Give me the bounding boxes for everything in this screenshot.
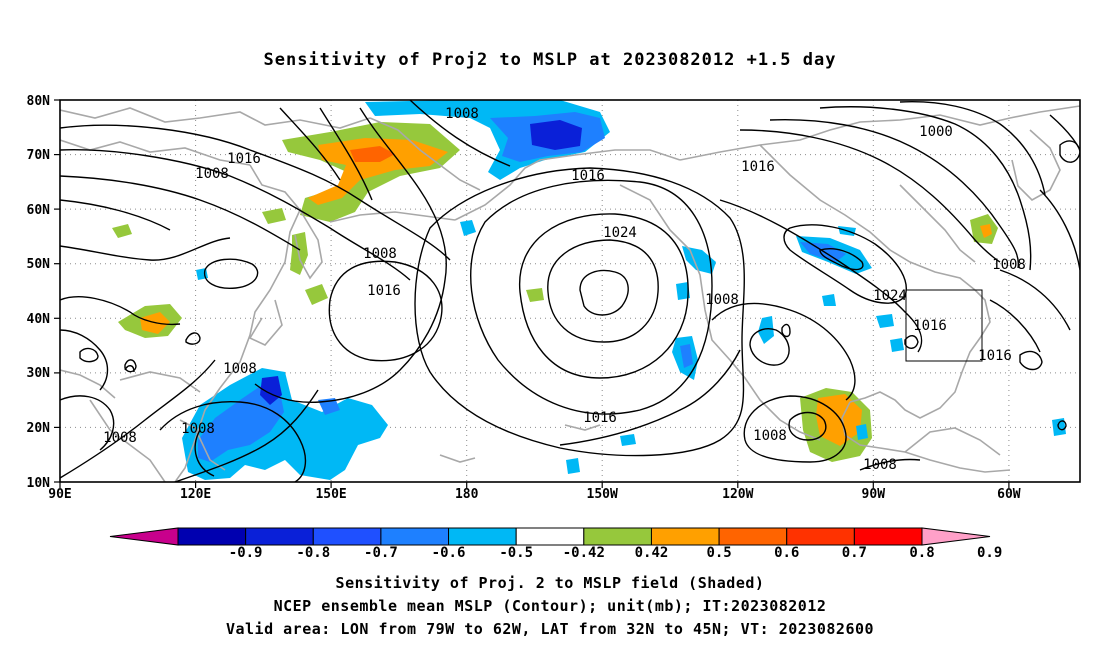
contour-label: 1008 [181,421,215,437]
lat-tick-label: 30N [27,366,51,381]
contour-label: 1008 [103,430,137,446]
contour-label: 1008 [705,292,739,308]
shade-blue-westpac [198,385,284,462]
colorbar-swatch [312,527,382,546]
shade-light-blue-westpac [182,368,388,480]
lat-tick-label: 40N [27,312,51,327]
contour-label: 1016 [227,151,261,167]
contour-label: 1008 [363,246,397,262]
colorbar-swatch [245,527,314,546]
caption-contours: NCEP ensemble mean MSLP (Contour); unit(… [273,597,827,615]
map-title: Sensitivity of Proj2 to MSLP at 20230820… [263,50,837,70]
contour-label: 1008 [992,257,1026,273]
lon-tick-label: 90W [862,487,886,502]
colorbar: -0.9 -0.8 -0.7 -0.6 -0.5 -0.42 0.42 0.5 0.6 0.7 0.… [109,527,1002,561]
caption-shading: Sensitivity of Proj. 2 to MSLP field (Sh… [335,574,765,592]
colorbar-swatch [177,527,247,546]
lon-tick-label: 150W [587,487,618,502]
shade-green-small-1 [112,224,132,238]
contour-label: 1008 [223,361,257,377]
lat-tick-label: 80N [27,94,51,109]
shade-dark-blue-westpac [260,376,282,405]
contour-labels: 1008 1000 1016 1016 1008 1016 1024 1008 … [103,106,1026,473]
lat-tick-label: 60N [27,203,51,218]
lon-tick-label: 150E [315,487,346,502]
contour-label: 1008 [863,457,897,473]
colorbar-label: 0.6 [774,545,799,561]
contour-label: 1008 [195,166,229,182]
shade-light-blue-atl-1 [758,316,774,344]
colorbar-arrow-low [109,527,179,546]
contour-label: 1008 [445,106,479,122]
shade-green-small-3 [526,288,544,302]
contour-label: 1000 [919,124,953,140]
shade-light-blue-small-c [620,434,636,446]
caption-valid-area: Valid area: LON from 79W to 62W, LAT fro… [225,620,875,638]
shade-light-blue-small-e [856,424,868,440]
colorbar-label: -0.5 [499,545,533,561]
colorbar-arrow-high [921,527,991,546]
contour-label: 1016 [913,318,947,334]
colorbar-swatch [583,527,652,546]
shade-redorange-alaska [350,146,395,162]
contour-label: 1016 [741,159,775,175]
colorbar-label: -0.6 [432,545,466,561]
colorbar-swatch [380,527,450,546]
contour-label: 1016 [583,410,617,426]
shade-blue-hawaii [680,344,693,368]
colorbar-swatch [650,527,720,546]
shade-dark-blue-north [530,120,582,150]
contour-label: 1016 [978,348,1012,364]
lon-tick-label: 90E [48,487,71,502]
shade-light-blue-atl-2 [822,294,836,306]
lon-tick-label: 60W [997,487,1021,502]
colorbar-label: -0.8 [296,545,330,561]
lon-tick-label: 120E [180,487,211,502]
lon-tick-label: 120W [722,487,753,502]
shade-light-blue-nepac-3 [460,220,476,236]
shade-light-blue-atl-4 [890,338,904,352]
shade-green-small-2 [262,208,286,224]
latitude-labels: 80N 70N 60N 50N 40N 30N 20N 10N [27,94,51,491]
colorbar-swatch [718,527,788,546]
contour-label: 1016 [571,168,605,184]
lat-tick-label: 20N [27,421,51,436]
colorbar-label: 0.5 [706,545,731,561]
colorbar-swatch [515,527,585,546]
colorbar-swatch [853,527,923,546]
plot-frame [59,99,1081,483]
colorbar-swatch [786,527,855,546]
colorbar-label: 0.42 [635,545,669,561]
colorbar-label: -0.42 [563,545,605,561]
shade-light-blue-atl-3 [876,314,894,328]
shade-orange-greenland [980,224,992,238]
colorbar-label: 0.7 [842,545,867,561]
colorbar-label: 0.8 [909,545,934,561]
contour-label: 1008 [753,428,787,444]
shade-green-kuril [305,284,328,305]
contour-label: 1024 [603,225,637,241]
shade-blue-canada [800,242,846,262]
shade-orange-alaska [308,138,448,205]
lon-tick-label: 180 [455,487,479,502]
axis-ticks [54,99,1010,488]
verification-box [905,289,983,362]
colorbar-label: -0.9 [229,545,263,561]
lat-tick-label: 70N [27,148,51,163]
shade-light-blue-nepac-2 [676,282,690,300]
colorbar-label: 0.9 [977,545,1002,561]
colorbar-swatch [448,527,517,546]
colorbar-label: -0.7 [364,545,398,561]
lat-tick-label: 10N [27,476,51,491]
contour-label: 1024 [873,288,907,304]
contour-label: 1016 [367,283,401,299]
longitude-labels: 90E 120E 150E 180 150W 120W 90W 60W [48,487,1021,502]
lat-tick-label: 50N [27,257,51,272]
shade-light-blue-small-b [566,458,580,474]
